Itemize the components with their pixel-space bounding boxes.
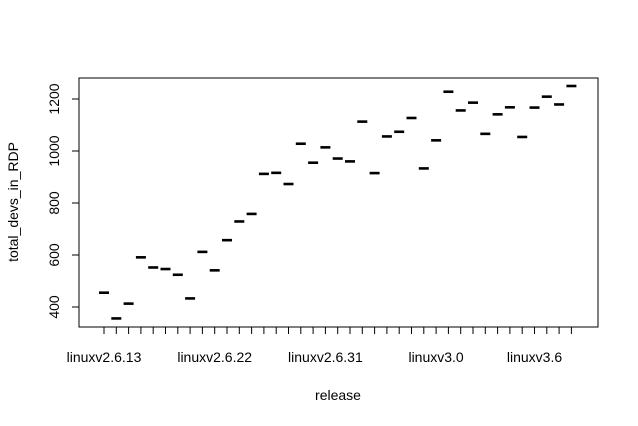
y-tick-label: 600 <box>46 243 62 267</box>
x-tick-label: linuxv2.6.31 <box>288 349 363 365</box>
y-tick-label: 1000 <box>46 135 62 166</box>
y-axis-title: total_devs_in_RDP <box>5 142 21 262</box>
data-marks <box>99 84 577 320</box>
x-axis-title: release <box>315 387 361 403</box>
x-tick-label: linuxv3.0 <box>408 349 463 365</box>
x-axis: linuxv2.6.13 linuxv2.6.22 linuxv2.6.31 linu… <box>67 326 572 365</box>
y-tick-label: 800 <box>46 191 62 215</box>
x-tick-label: linuxv2.6.22 <box>177 349 252 365</box>
y-tick-label: 400 <box>46 295 62 319</box>
y-tick-label: 1200 <box>46 83 62 114</box>
x-tick-label: linuxv3.6 <box>507 349 562 365</box>
x-tick-label: linuxv2.6.13 <box>67 349 142 365</box>
y-axis: 400 600 800 1000 1200 <box>46 83 80 319</box>
plot-box <box>78 77 599 328</box>
